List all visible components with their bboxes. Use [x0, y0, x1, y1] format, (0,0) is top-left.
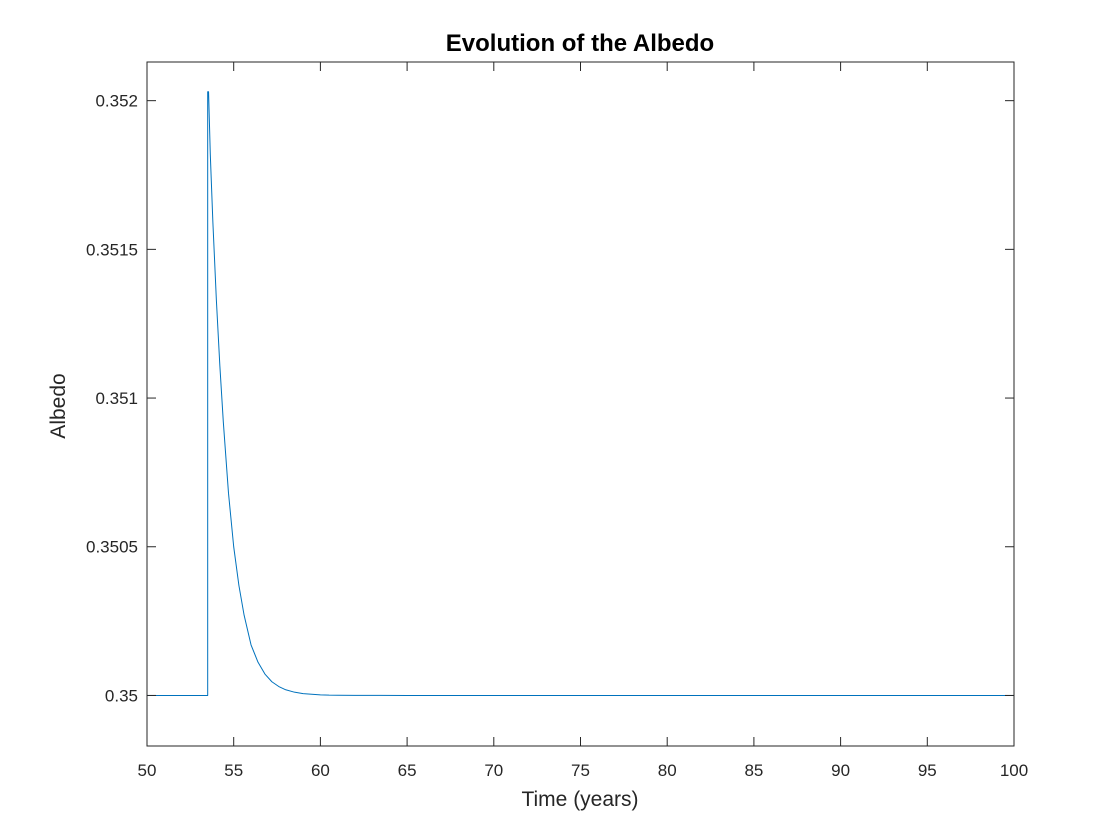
y-tick-label: 0.3515	[86, 240, 138, 259]
x-tick-label: 85	[744, 761, 763, 780]
y-tick-label: 0.35	[105, 686, 138, 705]
x-tick-label: 90	[831, 761, 850, 780]
x-tick-label: 60	[311, 761, 330, 780]
x-tick-label: 100	[1000, 761, 1028, 780]
x-tick-label: 80	[658, 761, 677, 780]
series-line-0	[147, 91, 1014, 696]
chart-title: Evolution of the Albedo	[446, 30, 714, 57]
y-tick-label: 0.352	[95, 92, 138, 111]
x-tick-label: 70	[484, 761, 503, 780]
y-tick-label: 0.351	[95, 389, 138, 408]
y-tick-label: 0.3505	[86, 538, 138, 557]
x-tick-label: 55	[224, 761, 243, 780]
x-tick-label: 65	[398, 761, 417, 780]
y-axis-label: Albedo	[47, 373, 70, 438]
x-tick-label: 75	[571, 761, 590, 780]
x-axis-label: Time (years)	[521, 788, 638, 811]
x-tick-label: 50	[138, 761, 157, 780]
x-tick-label: 95	[918, 761, 937, 780]
